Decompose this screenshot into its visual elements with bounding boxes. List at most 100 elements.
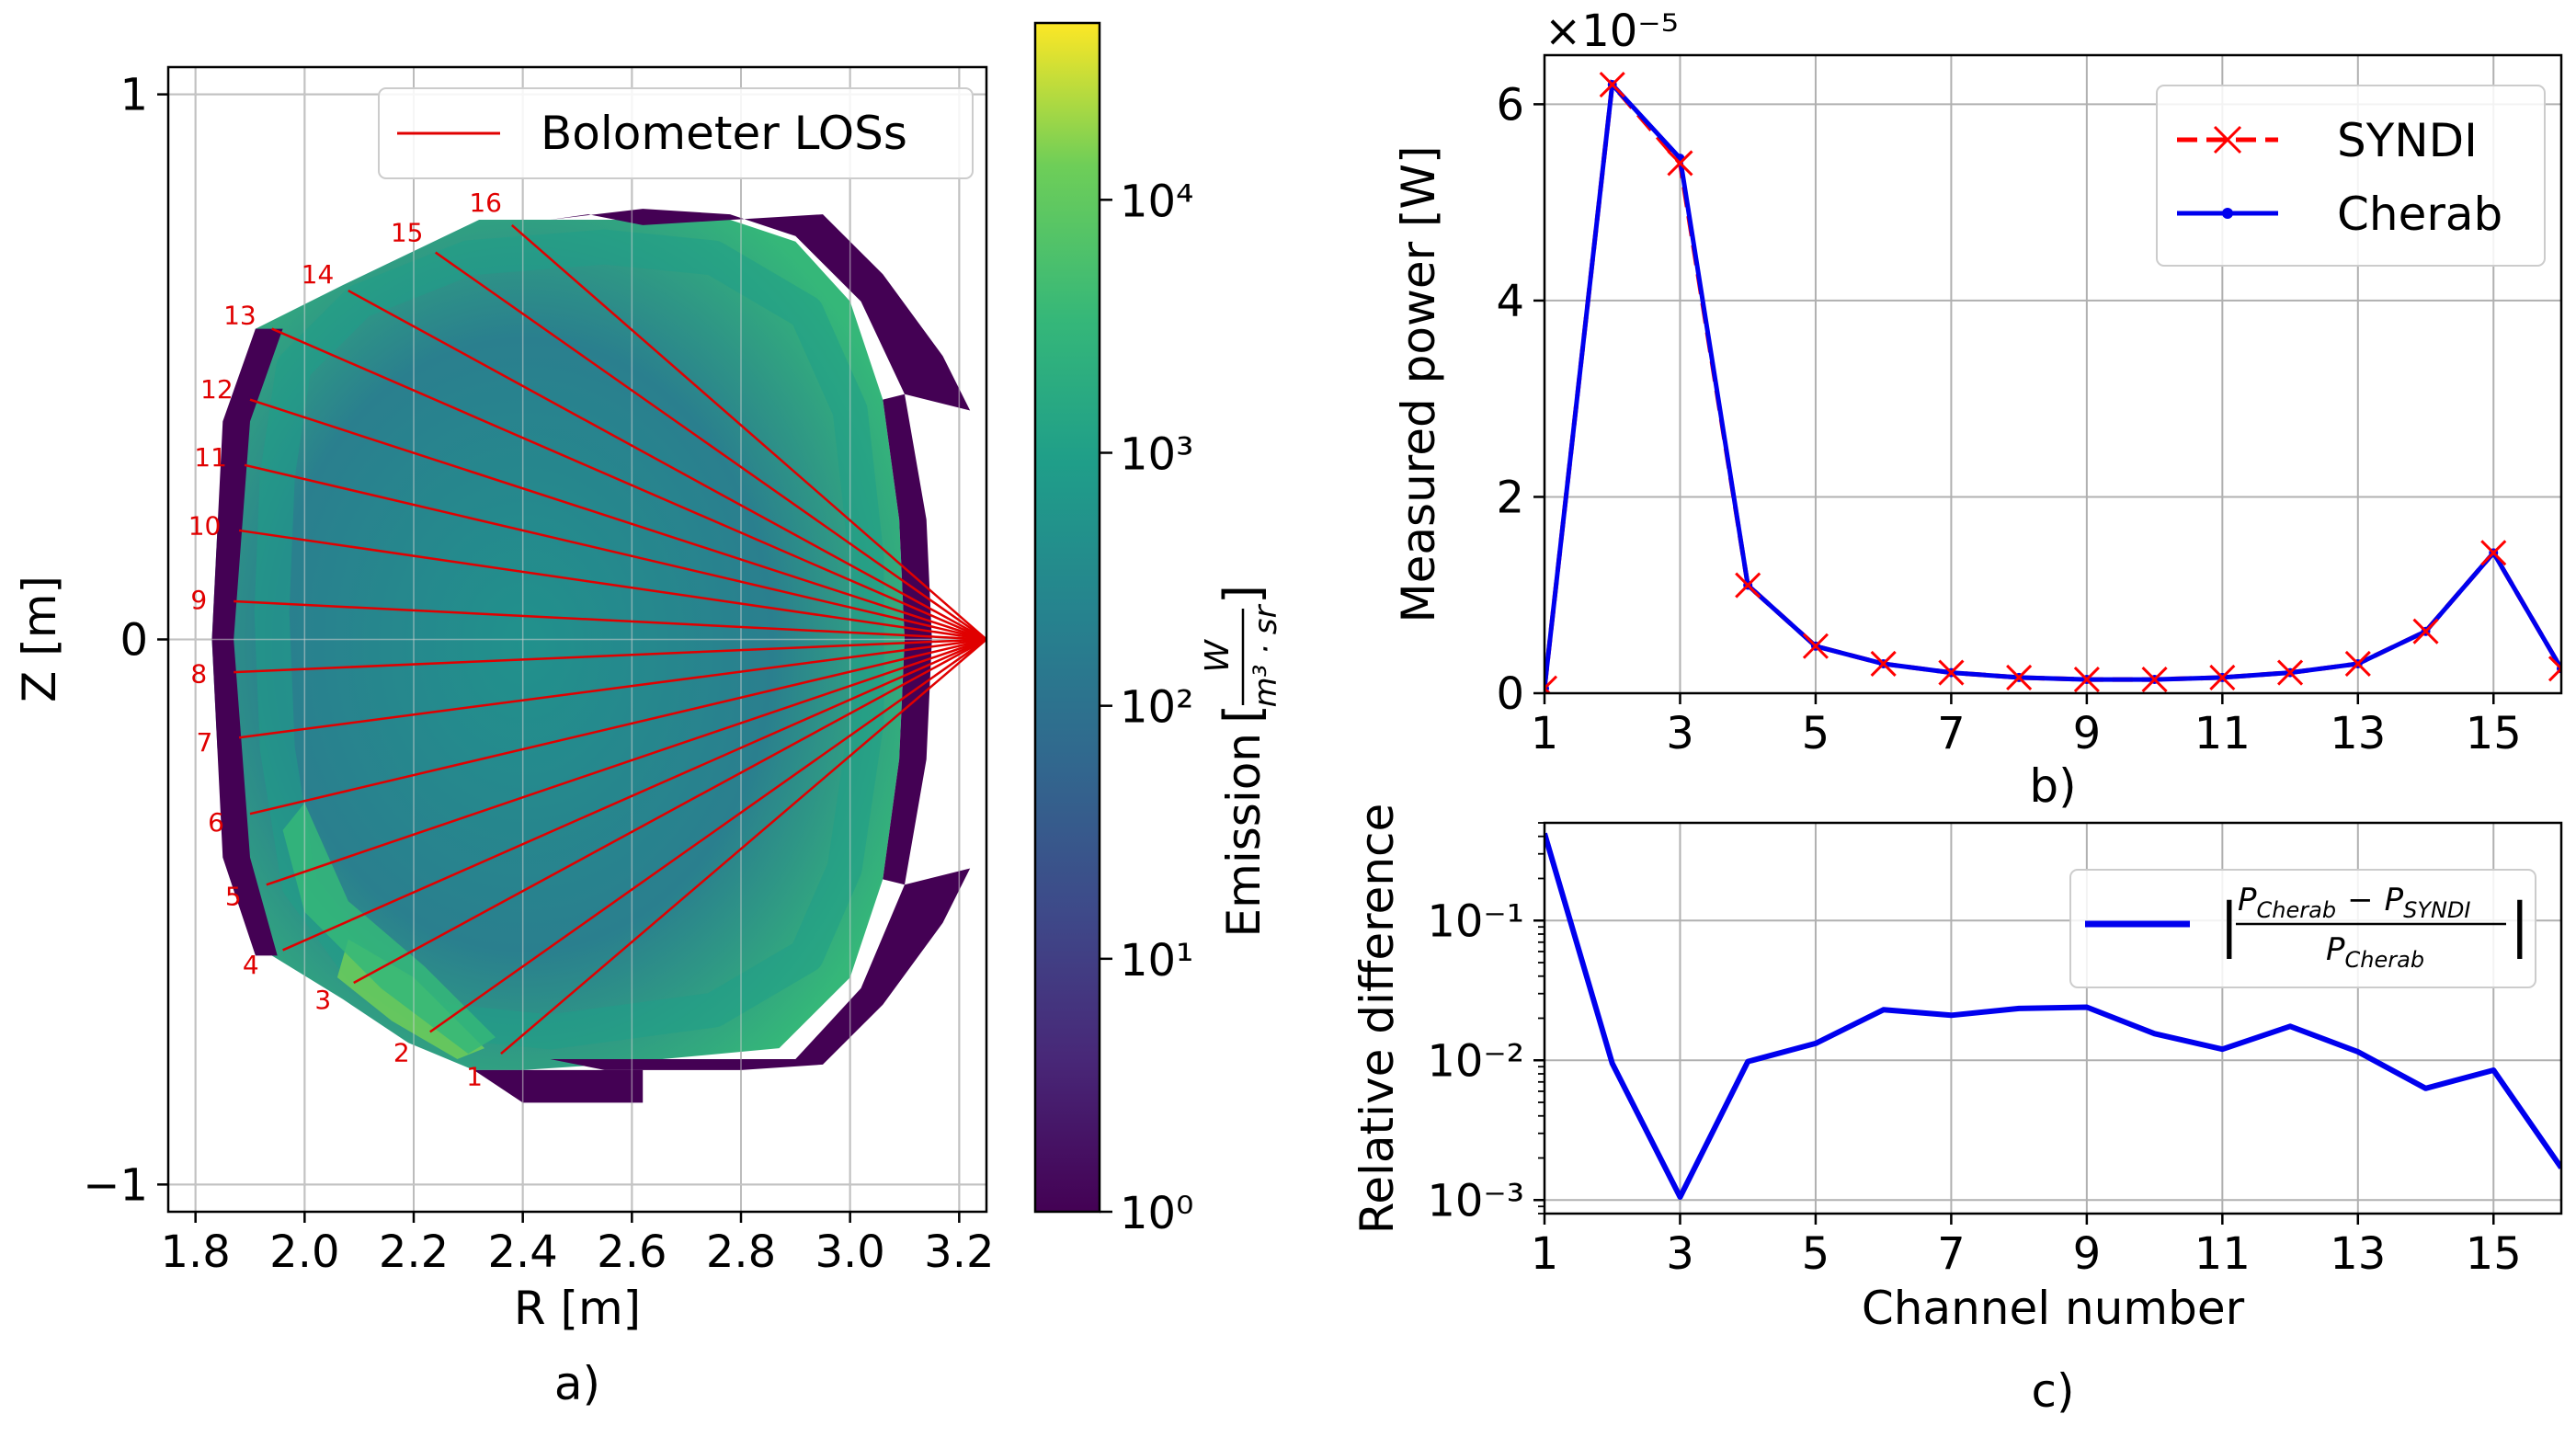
los-label-9: 9 xyxy=(190,585,207,615)
wall-left-wall xyxy=(211,328,283,956)
los-line-3 xyxy=(353,638,986,985)
panel-b-offset-label: ×10⁻⁵ xyxy=(1544,6,1679,57)
los-label-14: 14 xyxy=(302,259,335,290)
bolometer-los-lines xyxy=(234,223,986,1055)
legend-box xyxy=(2156,85,2546,267)
a-xtick-label: 2.4 xyxy=(487,1226,557,1278)
syndi-point xyxy=(1667,150,1693,177)
syndi-point xyxy=(1938,659,1965,686)
syndi-point-stroke xyxy=(2209,664,2236,690)
c-ytick-label: 10⁻³ xyxy=(1427,1175,1524,1226)
syndi-point-stroke xyxy=(1802,633,1829,659)
syndi-point-stroke xyxy=(2412,618,2439,644)
a-ytick-label: 1 xyxy=(120,70,148,121)
los-line-9 xyxy=(234,599,986,641)
syndi-point xyxy=(1802,633,1829,659)
los-label-16: 16 xyxy=(469,188,502,218)
panel-a-ylabel: Z [m] xyxy=(13,576,66,702)
panel-a-xlabel: R [m] xyxy=(514,1282,641,1335)
syndi-point xyxy=(2344,650,2371,678)
syndi-point-stroke xyxy=(1667,150,1693,177)
syndi-point xyxy=(2141,666,2168,693)
radiation-bands xyxy=(254,229,884,1059)
c-xtick-label: 7 xyxy=(1937,1228,1966,1280)
colorbar-bracket-close: ] xyxy=(1214,585,1271,604)
los-label-13: 13 xyxy=(223,300,256,330)
los-line-1 xyxy=(500,637,986,1055)
c-xtick-label: 5 xyxy=(1802,1228,1830,1280)
c-xtick-label: 3 xyxy=(1666,1228,1694,1280)
los-label-5: 5 xyxy=(225,882,242,912)
syndi-point xyxy=(2480,540,2507,566)
syndi-point-stroke xyxy=(1938,659,1965,686)
a-xtick-label: 2.8 xyxy=(706,1226,776,1278)
los-line-2 xyxy=(429,637,986,1033)
legend-den-sub: Cherab xyxy=(2345,947,2425,973)
syndi-point-stroke xyxy=(2480,540,2507,566)
los-label-15: 15 xyxy=(391,218,424,248)
colorbar-bracket-open: [ xyxy=(1214,704,1271,724)
b-ytick-label: 0 xyxy=(1496,668,1524,720)
series-relative-difference-line xyxy=(1544,832,2561,1200)
syndi-point xyxy=(1870,650,1897,678)
syndi-point xyxy=(1544,675,1558,693)
panel-c-series xyxy=(1544,832,2561,1200)
legend-abs-close: | xyxy=(2510,892,2530,960)
legend-num-p1: P xyxy=(2238,882,2257,918)
syndi-point-stroke xyxy=(1870,650,1897,678)
los-line-10 xyxy=(238,529,986,641)
legend-box xyxy=(378,87,974,179)
los-line-13 xyxy=(271,327,986,641)
legend-formula-numerator: PCherab − PSYNDI xyxy=(2238,882,2470,923)
b-xtick-label: 3 xyxy=(1666,708,1694,759)
panel-c-legend: | PCherab − PSYNDI PCherab | xyxy=(2069,869,2536,988)
colorbar-tick-label: 10¹ xyxy=(1120,935,1193,987)
colorbar-unit-denominator: m³ · sr xyxy=(1248,604,1284,708)
radiation-band-inner-band xyxy=(254,229,884,1050)
colorbar-label: Emission [ W m³ · sr ] xyxy=(1199,585,1284,938)
los-label-10: 10 xyxy=(188,510,222,541)
b-ytick-label: 6 xyxy=(1496,79,1524,131)
syndi-point xyxy=(2073,666,2100,693)
b-xtick-label: 15 xyxy=(2466,708,2522,759)
syndi-point xyxy=(2277,659,2304,686)
c-ytick-label: 10⁻² xyxy=(1427,1035,1524,1087)
syndi-point-stroke xyxy=(1544,675,1558,690)
legend-syndi-label: SYNDI xyxy=(2337,114,2478,167)
legend-cherab-marker xyxy=(2222,208,2233,219)
panel-a-emission-map: 1.8 2.0 2.2 2.4 2.6 2.8 3.0 3.2−101 12345678910… xyxy=(13,21,1284,1410)
colorbar-tick-label: 10³ xyxy=(1120,428,1193,480)
colorbar-tick-label: 10⁰ xyxy=(1120,1188,1193,1239)
legend-num-sub1: Cherab xyxy=(2257,897,2337,923)
los-label-8: 8 xyxy=(190,659,207,690)
los-line-12 xyxy=(249,398,986,641)
syndi-point-stroke xyxy=(2073,666,2100,693)
los-line-16 xyxy=(510,223,986,642)
panel-b-caption: b) xyxy=(2029,759,2076,813)
a-xtick-label: 1.8 xyxy=(160,1226,230,1278)
series-cherab-line xyxy=(1544,79,2561,689)
syndi-point-stroke xyxy=(2277,659,2304,686)
a-xtick-label: 2.0 xyxy=(269,1226,339,1278)
legend-num-sub2: SYNDI xyxy=(2403,897,2470,923)
legend-box xyxy=(2069,869,2536,988)
b-xtick-label: 9 xyxy=(2073,708,2102,759)
los-label-12: 12 xyxy=(200,374,234,405)
colorbar-unit-numerator: W xyxy=(1199,639,1237,673)
c-ytick-label: 10⁻¹ xyxy=(1427,895,1524,947)
b-xtick-label: 13 xyxy=(2330,708,2386,759)
los-line-14 xyxy=(348,289,986,641)
los-label-1: 1 xyxy=(466,1062,483,1092)
legend-den-p: P xyxy=(2326,931,2345,968)
syndi-point xyxy=(1735,572,1761,599)
syndi-point-stroke xyxy=(2548,667,2561,682)
los-line-7 xyxy=(238,638,986,739)
c-xtick-label: 11 xyxy=(2194,1228,2251,1280)
panel-a-caption: a) xyxy=(554,1357,600,1410)
a-xtick-label: 2.6 xyxy=(597,1226,667,1278)
b-xtick-label: 5 xyxy=(1802,708,1830,759)
b-ytick-label: 4 xyxy=(1496,276,1524,327)
wall-upper-right-wall xyxy=(550,209,971,411)
